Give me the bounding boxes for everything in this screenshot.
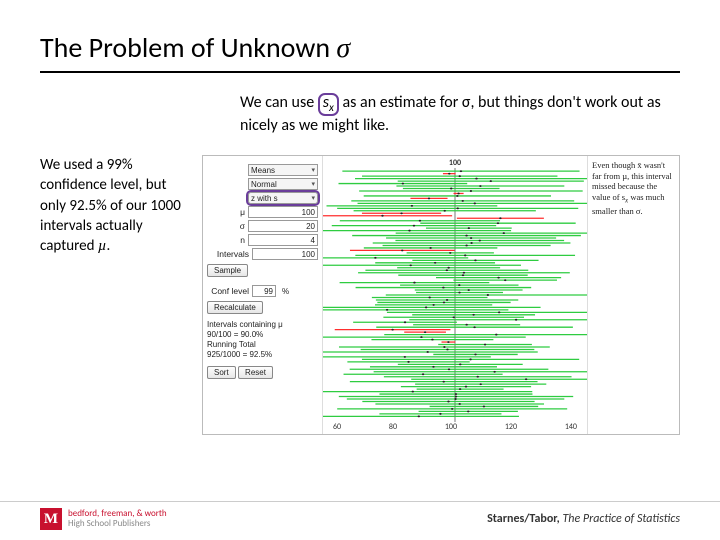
recalc-button[interactable]: Recalculate	[207, 301, 263, 314]
conf-input[interactable]: 99	[252, 285, 276, 297]
n-input[interactable]: 4	[248, 234, 318, 246]
simulation-figure: Means Normal z with s μ100 σ20 n4 Interv…	[202, 155, 680, 435]
sx-highlight-box: sx	[318, 93, 339, 116]
attribution: Starnes/Tabor, The Practice of Statistic…	[487, 512, 680, 526]
plot-svg	[323, 168, 587, 422]
control-panel: Means Normal z with s μ100 σ20 n4 Interv…	[203, 156, 323, 434]
method-select[interactable]: z with s	[248, 192, 318, 204]
x-axis-ticks: 60 80 100 120 140	[323, 422, 587, 432]
footer: M bedford, freeman, & worth High School …	[0, 501, 720, 540]
plot-top-label: 100	[449, 158, 461, 168]
sample-button[interactable]: Sample	[207, 264, 248, 277]
logo-mark-icon: M	[40, 508, 62, 530]
sigma-input[interactable]: 20	[248, 220, 318, 232]
stats-block: Intervals containing μ 90/100 = 90.0% Ru…	[207, 320, 318, 360]
mu-input[interactable]: 100	[248, 206, 318, 218]
sort-button[interactable]: Sort	[207, 366, 236, 379]
title-sigma: σ	[336, 33, 350, 64]
publisher-logo: M bedford, freeman, & worth High School …	[40, 508, 167, 530]
title-text: The Problem of Unknown	[40, 30, 336, 65]
side-caption: We used a 99% confidence level, but only…	[40, 155, 190, 435]
miss-note: Even though x̄ wasn't far from µ, this i…	[587, 156, 679, 434]
intro-text: We can use sx as an estimate for σ, but …	[240, 93, 680, 137]
means-select[interactable]: Means	[248, 164, 318, 176]
dist-select[interactable]: Normal	[248, 178, 318, 190]
interval-plot: 100 60 80 100 120 140	[323, 156, 587, 434]
reset-button[interactable]: Reset	[238, 366, 273, 379]
intervals-input[interactable]: 100	[252, 248, 318, 260]
slide-title: The Problem of Unknown σ	[40, 30, 680, 73]
